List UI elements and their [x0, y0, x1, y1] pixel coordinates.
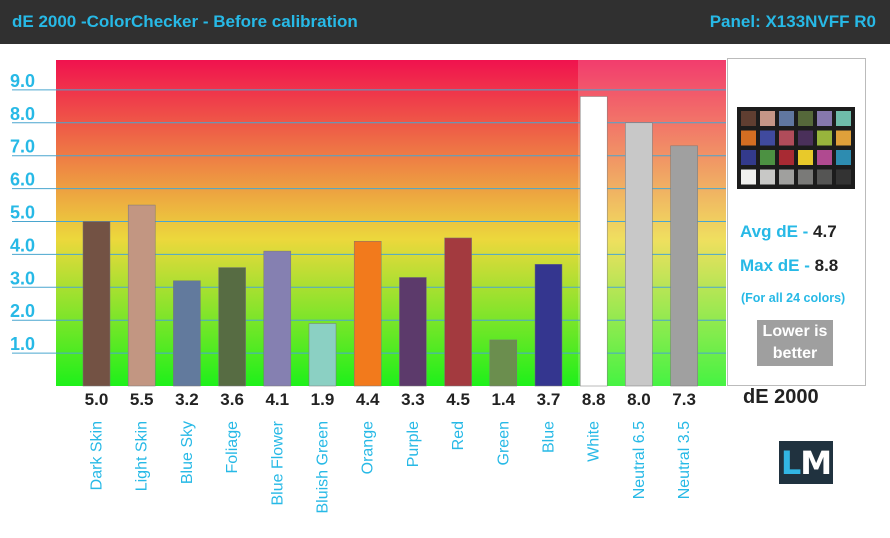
x-tick-label: Red: [450, 421, 467, 450]
bar: [399, 277, 427, 387]
lower-is-better-badge: Lower is better: [757, 320, 833, 366]
value-label: 4.4: [356, 390, 380, 409]
checker-swatch: [798, 150, 813, 165]
value-label: 4.5: [446, 390, 470, 409]
x-tick-label: Neutral 3.5: [676, 421, 693, 499]
value-label: 3.2: [175, 390, 199, 409]
header-bar: dE 2000 -ColorChecker - Before calibrati…: [0, 0, 890, 44]
checker-swatch: [760, 130, 775, 146]
bar: [444, 237, 472, 387]
value-label: 3.6: [220, 390, 244, 409]
y-tick-label: 9.0: [10, 71, 35, 91]
bar: [579, 96, 608, 387]
bar: [625, 122, 653, 387]
x-tick-label: Green: [495, 421, 512, 465]
checker-swatch: [798, 130, 813, 146]
checker-swatch: [836, 130, 851, 146]
checker-swatch: [760, 150, 775, 165]
value-label: 8.0: [627, 390, 651, 409]
side-panel: [727, 58, 866, 386]
checker-swatch: [741, 130, 756, 146]
logo-letter-m: M: [800, 443, 832, 482]
checker-swatch: [836, 169, 851, 185]
checker-swatch: [817, 169, 832, 185]
x-tick-label: Foliage: [224, 421, 241, 474]
checker-swatch: [760, 111, 775, 126]
y-tick-label: 5.0: [10, 203, 35, 223]
checker-swatch: [760, 169, 775, 185]
plot-background: [56, 60, 726, 386]
x-tick-label: Orange: [360, 421, 377, 474]
avg-de-stat: Avg dE - 4.7: [740, 222, 837, 242]
bar: [263, 250, 292, 387]
panel-label: Panel: X133NVFF R0: [709, 12, 876, 31]
y-tick-label: 7.0: [10, 137, 35, 157]
y-tick-label: 6.0: [10, 170, 35, 190]
max-de-value: 8.8: [814, 256, 839, 275]
x-tick-label: Dark Skin: [89, 421, 106, 490]
badge-line-1: Lower is: [762, 323, 828, 340]
metric-label: dE 2000: [743, 386, 819, 408]
x-tick-label: Blue Sky: [179, 421, 196, 484]
value-label: 7.3: [672, 390, 696, 409]
y-tick-label: 4.0: [10, 235, 35, 255]
x-tick-label: Blue: [541, 421, 558, 453]
value-label: 3.3: [401, 390, 425, 409]
y-tick-label: 2.0: [10, 301, 35, 321]
bar: [534, 264, 563, 387]
y-tick-label: 3.0: [10, 268, 35, 288]
checker-swatch: [741, 111, 756, 126]
logo-letter-l: L: [780, 443, 801, 482]
value-label: 5.0: [85, 390, 109, 409]
checker-swatch: [741, 169, 756, 185]
checker-swatch: [741, 150, 756, 165]
x-tick-label: Blue Flower: [269, 420, 286, 505]
value-label: 8.8: [582, 390, 606, 409]
bar: [353, 240, 382, 387]
badge-line-2: better: [772, 345, 818, 362]
x-tick-label: White: [586, 421, 603, 462]
checker-swatch: [836, 111, 851, 126]
bar: [308, 323, 337, 387]
checker-swatch: [798, 111, 813, 126]
bar: [173, 280, 201, 387]
checker-swatch: [779, 169, 794, 185]
bar: [82, 221, 111, 387]
avg-de-value: 4.7: [813, 222, 837, 241]
x-tick-label: Light Skin: [134, 421, 151, 491]
y-tick-label: 1.0: [10, 334, 35, 354]
checker-swatch: [779, 150, 794, 165]
checker-swatch: [817, 130, 832, 146]
bar: [489, 339, 518, 387]
value-label: 1.4: [491, 390, 515, 409]
avg-de-label: Avg dE -: [740, 222, 814, 241]
max-de-label: Max dE -: [740, 256, 815, 275]
value-label: 5.5: [130, 390, 154, 409]
value-label: 1.9: [311, 390, 335, 409]
x-tick-label: Neutral 6.5: [631, 421, 648, 499]
x-tick-label: Bluish Green: [315, 421, 332, 514]
y-tick-label: 8.0: [10, 104, 35, 124]
max-de-stat: Max dE - 8.8: [740, 256, 838, 276]
checker-swatch: [779, 111, 794, 126]
x-tick-label: Purple: [405, 421, 422, 467]
bar: [670, 145, 698, 387]
colorchecker-icon: [737, 107, 855, 189]
checker-swatch: [817, 150, 832, 165]
bar: [127, 204, 156, 387]
colors-note: (For all 24 colors): [741, 291, 846, 305]
value-label: 4.1: [265, 390, 289, 409]
bar: [218, 267, 246, 387]
checker-frame: [737, 107, 855, 189]
checker-swatch: [779, 130, 794, 146]
value-label: 3.7: [537, 390, 561, 409]
checker-swatch: [798, 169, 813, 185]
checker-swatch: [836, 150, 851, 165]
checker-swatch: [817, 111, 832, 126]
chart-title: dE 2000 -ColorChecker - Before calibrati…: [12, 12, 358, 31]
